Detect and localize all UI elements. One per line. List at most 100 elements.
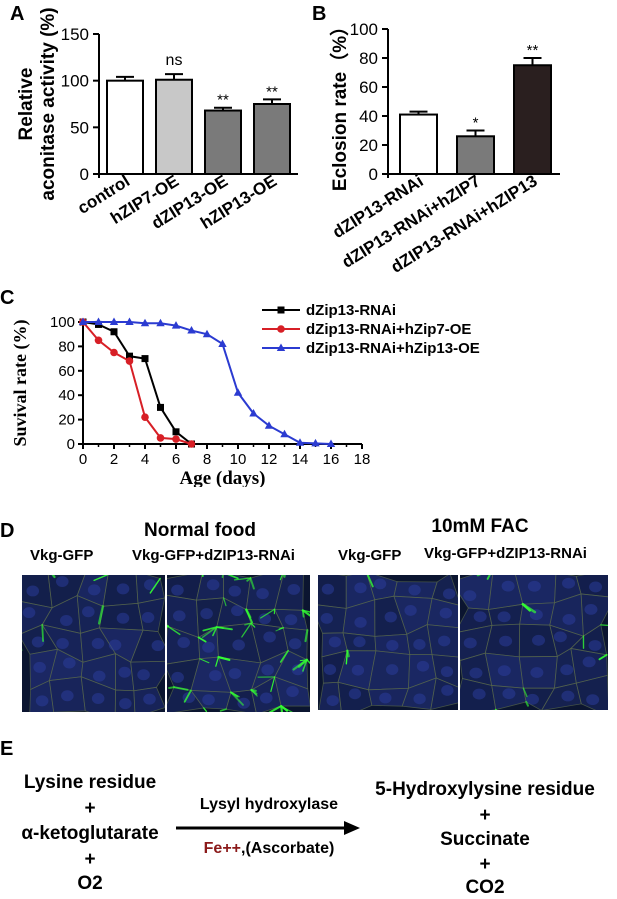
micrograph-nucleus (354, 582, 366, 593)
a-bar-1 (107, 81, 143, 174)
micrograph-nucleus (440, 608, 452, 619)
micrograph-gfp-signal (601, 625, 608, 626)
micrograph-nucleus (354, 617, 366, 628)
image-label-2: Vkg-GFP+dZIP13-RNAi (132, 547, 295, 564)
c-y-tick-label: 80 (58, 338, 75, 355)
enzyme-label: Lysyl hydroxylase (174, 796, 364, 814)
b-y-tick-label: 40 (359, 107, 378, 126)
panel-a-letter: A (10, 3, 24, 25)
micrograph-nucleus (171, 672, 184, 683)
group-label-normal-food: Normal food (100, 520, 300, 542)
micrograph-nucleus (26, 585, 39, 596)
micrograph-nucleus (229, 586, 242, 597)
c-series-2-point (172, 435, 180, 443)
micrograph-nucleus (404, 605, 416, 616)
micrograph-nucleus (119, 698, 132, 709)
micrograph-nucleus (349, 688, 361, 699)
micrograph-nucleus (261, 664, 274, 675)
reactant-plus-1: + (0, 798, 180, 820)
c-y-tick-label: 60 (58, 363, 75, 380)
a-significance-label: ** (217, 92, 229, 109)
c-x-tick-label: 18 (354, 451, 371, 468)
micrograph-nucleus (256, 588, 269, 599)
micrograph-nucleus (438, 636, 450, 647)
a-significance-label: ** (266, 83, 278, 100)
micrograph-nucleus (502, 688, 515, 699)
micrograph-nucleus (499, 636, 512, 647)
product-co2: CO2 (360, 877, 610, 899)
micrograph-nucleus (231, 605, 244, 616)
image-label-4: Vkg-GFP+dZIP13-RNAi (424, 545, 587, 562)
micrograph-nucleus (61, 690, 74, 701)
micrograph-nucleus (229, 668, 242, 679)
micrograph-nucleus (526, 694, 539, 705)
micrograph-nucleus (209, 670, 222, 681)
a-bar-2 (156, 80, 192, 174)
b-y-tick-label: 20 (359, 136, 378, 155)
a-y-axis-label-line2: aconitase activity (%) (38, 7, 59, 200)
c-x-tick-label: 2 (110, 451, 118, 468)
c-x-tick-label: 10 (230, 451, 247, 468)
micrograph-nucleus (117, 613, 130, 624)
cofactor-fe: Fe++ (204, 840, 241, 857)
panel-e: E Lysine residue + α-ketoglutarate + O2 … (0, 730, 617, 895)
c-x-tick-label: 8 (203, 451, 211, 468)
micrograph-nucleus (586, 694, 599, 705)
micrograph-nucleus (498, 611, 511, 622)
c-x-tick-label: 4 (141, 451, 149, 468)
micrograph-nucleus (286, 686, 299, 697)
micrograph-nucleus (562, 578, 575, 589)
reactant-o2: O2 (0, 873, 180, 895)
b-significance-label: ** (527, 42, 539, 59)
micrograph-nucleus (288, 584, 301, 595)
micrograph-nucleus (82, 606, 95, 617)
c-y-tick-label: 20 (58, 412, 75, 429)
reactant-lysine: Lysine residue (0, 772, 180, 794)
panel-b-letter: B (312, 3, 326, 25)
c-series-1-point (157, 404, 164, 411)
panel-d: D Normal food 10mM FAC Vkg-GFP Vkg-GFP+d… (0, 512, 617, 712)
b-bar-2 (457, 136, 494, 174)
micrograph-nucleus (417, 661, 429, 672)
micrograph-nucleus (142, 612, 155, 623)
c-series-2-point (141, 413, 149, 421)
c-y-axis-label: Suvival rate (%) (10, 320, 31, 447)
micrograph-nucleus (589, 582, 602, 593)
micrograph-nucleus (502, 581, 515, 592)
b-y-tick-label: 0 (369, 165, 378, 184)
reactant-akg: α-ketoglutarate (0, 823, 180, 845)
c-series-3-point (234, 388, 242, 396)
a-y-axis-label-line1: Relative (16, 68, 37, 141)
a-y-tick-label: 50 (70, 118, 89, 137)
c-legend-label-2: dZip13-RNAi+hZip7-OE (306, 321, 471, 338)
micrograph-nucleus (237, 698, 250, 709)
micrograph-nucleus (202, 642, 215, 653)
panel-a-chart: A 050100150controlnshZIP7-OE**dZIP13-OE*… (0, 0, 310, 300)
cofactor-ascorbate: ,(Ascorbate) (241, 840, 334, 857)
micrograph-gfp-signal (169, 687, 174, 688)
c-x-tick-label: 6 (172, 451, 180, 468)
c-series-2-point (126, 357, 134, 365)
c-series-2-point (95, 337, 103, 345)
micrograph-nucleus (562, 614, 575, 625)
c-y-tick-label: 40 (58, 387, 75, 404)
micrograph-nucleus (321, 613, 333, 624)
micrograph-nucleus (289, 638, 302, 649)
micrograph-nucleus (285, 614, 298, 625)
micrograph-gfp-signal (222, 575, 223, 577)
micrograph-normal-vkg-gfp (22, 575, 165, 712)
micrograph-normal-vkg-gfp-dzip13-rnai (167, 575, 310, 712)
panel-c-letter: C (0, 287, 14, 309)
micrograph-nucleus (202, 694, 215, 705)
micrograph-nucleus (441, 685, 453, 696)
micrograph-nucleus (173, 610, 186, 621)
c-series-1-point (173, 428, 180, 435)
c-series-1-point (142, 355, 149, 362)
b-bar-3 (514, 65, 551, 174)
c-legend-label-1: dZip13-RNAi (306, 302, 396, 319)
micrograph-nucleus (232, 640, 245, 651)
micrograph-nucleus (93, 671, 106, 682)
micrograph-gfp-signal (347, 651, 348, 657)
micrograph-nucleus (374, 579, 386, 590)
c-x-axis-label: Age (days) (179, 468, 265, 487)
